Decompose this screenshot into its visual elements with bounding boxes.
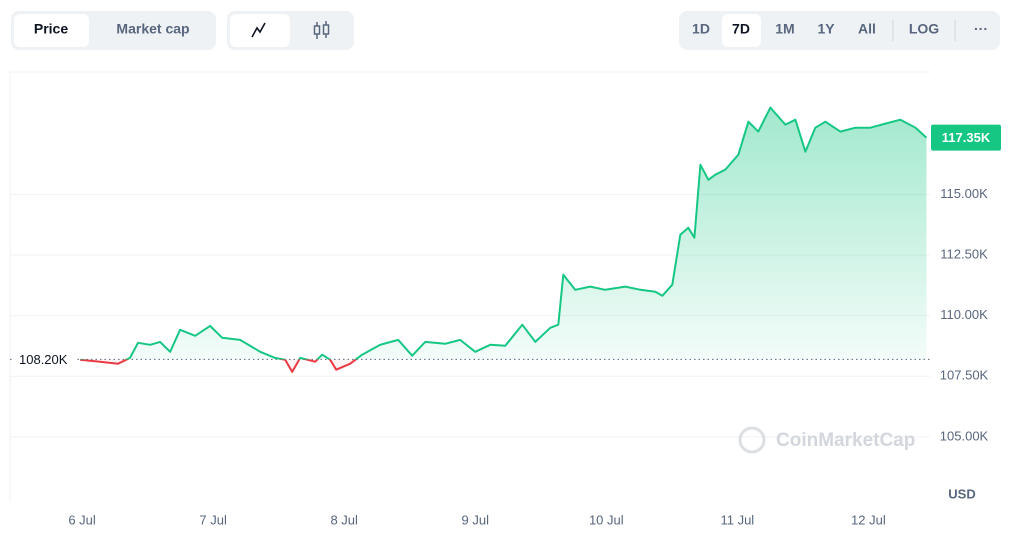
more-button[interactable]: ··· (974, 21, 988, 37)
plot-frame (9, 71, 930, 502)
range-1m[interactable]: 1M (775, 21, 794, 37)
y-tick-label: 107.50K (940, 368, 989, 383)
y-tick-label: 105.00K (940, 428, 989, 443)
range-1y[interactable]: 1Y (817, 21, 835, 37)
range-7d[interactable]: 7D (732, 21, 750, 37)
metric-selected (14, 14, 89, 47)
range-all[interactable]: All (858, 21, 876, 37)
currency-label: USD (948, 486, 975, 501)
x-tick-label: 8 Jul (330, 512, 358, 527)
line-icon (251, 22, 266, 38)
x-tick-label: 12 Jul (851, 512, 886, 527)
x-tick-label: 6 Jul (68, 512, 96, 527)
y-tick-label: 110.00K (940, 307, 988, 322)
price-button[interactable]: Price (34, 21, 68, 37)
x-tick-label: 11 Jul (720, 512, 754, 527)
price-area (80, 107, 927, 372)
current-price-badge (931, 124, 1001, 151)
range-1d[interactable]: 1D (692, 21, 710, 37)
price-line (80, 106, 928, 373)
log-button[interactable]: LOG (909, 21, 939, 37)
reference-label: 108.20K (19, 352, 68, 367)
range-selected (722, 14, 761, 47)
y-tick-label: 115.00K (940, 186, 988, 201)
y-tick-label: 112.50K (940, 247, 988, 262)
x-tick-label: 10 Jul (589, 512, 624, 527)
market-cap-button[interactable]: Market cap (116, 21, 189, 37)
reference-label-bg (14, 350, 76, 369)
watermark-logo (738, 426, 766, 454)
candle-chart-button[interactable] (313, 21, 330, 39)
x-tick-label: 7 Jul (199, 512, 227, 527)
current-price-label: 117.35K (942, 130, 991, 145)
x-tick-label: 9 Jul (462, 512, 490, 527)
watermark: CoinMarketCap (776, 430, 915, 451)
